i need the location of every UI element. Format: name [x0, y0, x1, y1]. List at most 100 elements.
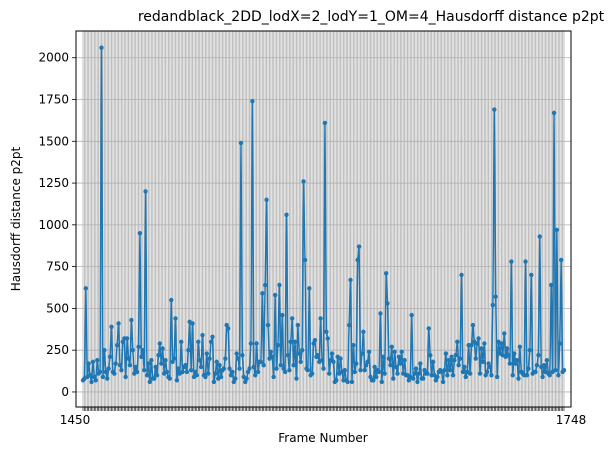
data-point [322, 120, 328, 126]
data-point [325, 336, 330, 341]
data-point [553, 368, 558, 373]
data-point [247, 366, 252, 371]
data-point [244, 376, 249, 381]
data-point [470, 322, 476, 328]
data-point [95, 358, 100, 363]
data-point [554, 227, 560, 233]
data-point [477, 371, 483, 376]
data-point [476, 336, 481, 341]
data-point [284, 212, 289, 218]
x-axis [82, 407, 565, 411]
data-point [225, 326, 231, 331]
data-point [186, 347, 191, 353]
data-point [359, 351, 365, 356]
data-point [474, 341, 480, 346]
data-point [499, 341, 504, 346]
data-point [388, 363, 393, 368]
data-point [270, 354, 275, 360]
data-point [463, 374, 469, 380]
x-axis-label: Frame Number [278, 431, 367, 445]
data-point [83, 286, 89, 291]
data-point [489, 373, 494, 378]
data-point [490, 302, 496, 308]
data-point [114, 342, 120, 348]
data-point [361, 329, 366, 334]
data-point [264, 197, 269, 202]
data-point [193, 369, 198, 375]
data-point [289, 316, 295, 321]
data-point [277, 282, 282, 288]
data-point [210, 334, 215, 340]
data-point [376, 369, 382, 375]
data-point [90, 359, 96, 365]
data-point [307, 286, 312, 291]
data-point [392, 349, 397, 355]
data-point [252, 373, 258, 378]
data-point [230, 369, 235, 375]
data-point [426, 326, 432, 331]
data-point [140, 347, 145, 353]
data-point [174, 378, 180, 383]
data-point [430, 359, 436, 365]
data-point [396, 354, 402, 360]
data-point [412, 371, 417, 376]
data-point [200, 332, 205, 338]
data-point [351, 342, 356, 348]
data-point [319, 358, 325, 363]
data-point [416, 371, 422, 376]
data-point [413, 366, 419, 371]
data-point [492, 107, 497, 112]
data-point [119, 368, 124, 373]
data-point [144, 373, 150, 378]
data-point [467, 371, 473, 376]
data-point [529, 272, 534, 278]
data-point [516, 376, 521, 381]
data-point [258, 359, 264, 365]
data-point [334, 378, 339, 383]
data-point [278, 363, 284, 368]
data-point [130, 347, 136, 353]
data-point [149, 358, 154, 363]
data-point [378, 311, 383, 316]
data-point [100, 374, 106, 380]
data-point [106, 366, 111, 371]
data-point [213, 371, 218, 376]
data-point [547, 373, 552, 378]
data-point [234, 351, 239, 356]
data-point [372, 364, 377, 370]
data-point [462, 364, 467, 370]
data-point [504, 346, 510, 351]
data-point [409, 312, 414, 318]
data-point [415, 379, 420, 385]
data-point [280, 312, 285, 318]
data-point [447, 368, 453, 373]
data-point [217, 363, 222, 368]
data-point [362, 368, 367, 373]
data-point [231, 379, 237, 385]
data-point [435, 374, 440, 380]
data-point [410, 376, 416, 381]
data-point [311, 341, 316, 346]
data-point [180, 369, 185, 375]
data-point [99, 45, 104, 50]
data-point [356, 244, 362, 249]
data-point [214, 359, 219, 365]
data-point [509, 259, 514, 264]
data-point [473, 356, 478, 361]
y-tick-label: 750 [46, 260, 69, 274]
data-point [124, 336, 130, 341]
data-point [97, 369, 103, 375]
data-point [366, 349, 372, 355]
data-point [494, 374, 500, 380]
data-point [123, 374, 128, 380]
data-point [221, 366, 227, 371]
data-point [294, 376, 299, 381]
chart-title: redandblack_2DD_lodX=2_lodY=1_OM=4_Hausd… [138, 9, 605, 25]
data-point [194, 373, 200, 378]
data-point [391, 376, 396, 381]
data-point [517, 344, 523, 350]
data-point [469, 342, 474, 348]
data-point [198, 364, 204, 370]
data-point [265, 322, 271, 328]
